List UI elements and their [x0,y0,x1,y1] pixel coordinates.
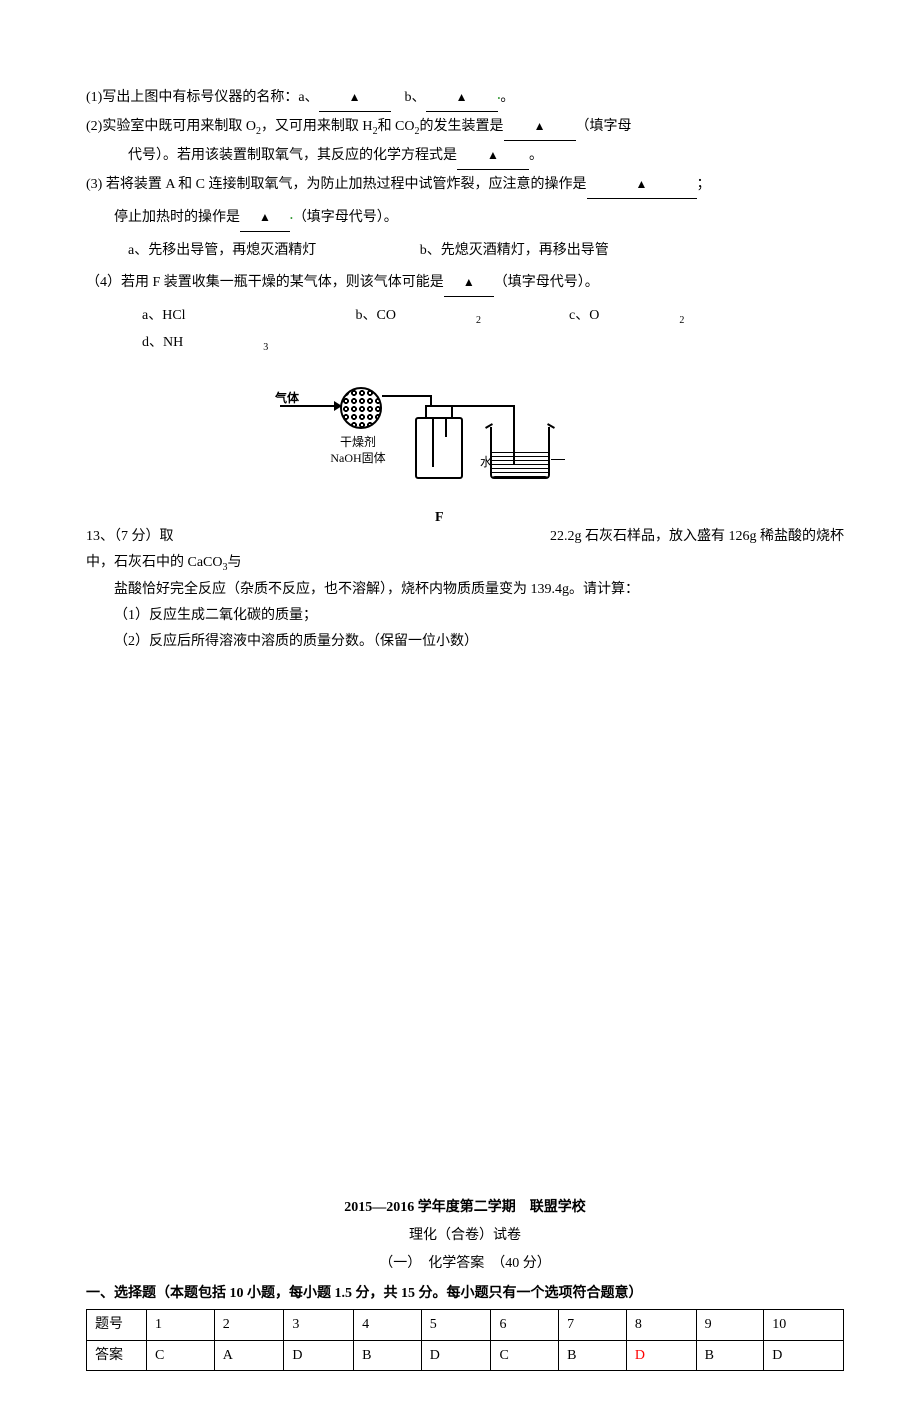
dryer-bulb [340,387,382,429]
q1-prefix: (1)写出上图中有标号仪器的名称：a、 [86,90,319,105]
answer-section: 2015—2016 学年度第二学期 联盟学校 理化（合卷）试卷 （一） 化学答案… [86,1195,844,1371]
dryer-labels: 干燥剂 NaOH固体 [313,435,403,466]
ans-cell: B [354,1340,422,1371]
row-header-1: 题号 [87,1309,147,1340]
q13-sub2: （2）反应后所得溶液中溶质的质量分数。（保留一位小数） [86,629,844,655]
blank-q2a [504,114,576,141]
q13-block: 13、（7 分）取 22.2g 石灰石样品，放入盛有 126g 稀盐酸的烧杯 中… [86,524,844,655]
q13-line2: 中，石灰石中的 CaCO3与 [86,550,844,577]
num-cell: 2 [214,1309,284,1340]
answer-title-1: 2015—2016 学年度第二学期 联盟学校 [86,1195,844,1221]
num-cell: 9 [696,1309,764,1340]
q3-opt-b: b、先熄灭酒精灯，再移出导管 [420,238,609,264]
ans-cell: C [491,1340,559,1371]
bottle-tube-long [432,417,434,467]
collection-bottle [415,417,463,479]
q3-options: a、先移出导管，再熄灭酒精灯 b、先熄灭酒精灯，再移出导管 [86,238,844,264]
ans-cell: B [696,1340,764,1371]
num-cell: 6 [491,1309,559,1340]
q3-opt-a: a、先移出导管，再熄灭酒精灯 [128,238,316,264]
ans-cell: C [147,1340,215,1371]
tube-2-curve [513,405,515,427]
q2-line1: (2)实验室中既可用来制取 O2，又可用来制取 H2和 CO2的发生装置是（填字… [86,114,844,141]
water-fill [492,449,548,477]
water-indicator-line [551,459,565,460]
q3-line1: (3) 若将装置 A 和 C 连接制取氧气，为防止加热过程中试管炸裂，应注意的操… [86,172,844,199]
f-label: F [435,505,444,531]
num-cell: 1 [147,1309,215,1340]
q13-sub1: （1）反应生成二氧化碳的质量； [86,603,844,629]
q4-opt-b: b、CO2 [356,303,486,330]
q1-mid: b、 [391,90,426,105]
table-row-answers: 答案 C A D B D C B D B D [87,1340,844,1371]
answer-title-3: （一） 化学答案 （40 分） [86,1251,844,1277]
answer-title-2: 理化（合卷）试卷 [86,1223,844,1249]
answer-table: 题号 1 2 3 4 5 6 7 8 9 10 答案 C A D B D C B… [86,1309,844,1372]
table-row-nums: 题号 1 2 3 4 5 6 7 8 9 10 [87,1309,844,1340]
tube-1 [382,395,432,397]
q2-line2: 代号）。若用该装置制取氧气，其反应的化学方程式是。 [86,143,844,170]
num-cell: 5 [421,1309,491,1340]
q3-line2: 停止加热时的操作是•（填字母代号）。 [86,205,844,232]
blank-a [319,85,391,112]
q1-line: (1)写出上图中有标号仪器的名称：a、 b、•。 [86,85,844,112]
q4-opt-d: d、NH3 [142,330,272,357]
q1-end: 。 [500,90,514,105]
bottle-tube-short [445,417,447,437]
ans-cell: D [284,1340,354,1371]
section-1-label: 一、选择题（本题包括 10 小题，每小题 1.5 分，共 15 分。每小题只有一… [86,1281,844,1307]
q4-line1: （4）若用 F 装置收集一瓶干燥的某气体，则该气体可能是（填字母代号）。 [86,270,844,297]
water-label-cn: 水 [480,451,492,473]
ans-cell: B [559,1340,627,1371]
num-cell: 4 [354,1309,422,1340]
ans-cell: D [764,1340,844,1371]
arrow-icon [280,405,340,407]
q4-options: a、HCl b、CO2 c、O2 d、NH3 [86,303,844,358]
blank-q2b [457,143,529,170]
blank-q3a [587,172,697,199]
ans-cell: D [626,1340,696,1371]
num-cell: 7 [559,1309,627,1340]
ans-cell: D [421,1340,491,1371]
row-header-2: 答案 [87,1340,147,1371]
num-cell: 10 [764,1309,844,1340]
blank-q4 [444,270,494,297]
tube-2 [445,405,515,407]
q13-line3: 盐酸恰好完全反应（杂质不反应，也不溶解），烧杯内物质质量变为 139.4g。请计… [86,577,844,603]
q4-opt-c: c、O2 [569,303,699,330]
num-cell: 3 [284,1309,354,1340]
blank-b [426,85,498,112]
q4-opt-a: a、HCl [142,303,272,329]
ans-cell: A [214,1340,284,1371]
num-cell: 8 [626,1309,696,1340]
blank-q3b [240,205,290,232]
apparatus-diagram: 气体 干燥剂 NaOH固体 水 F [86,377,844,532]
